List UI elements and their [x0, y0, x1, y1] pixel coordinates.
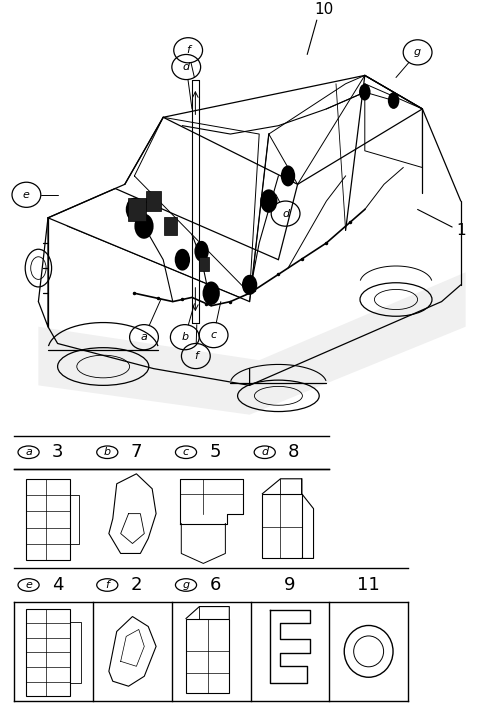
Polygon shape: [38, 272, 466, 415]
Ellipse shape: [194, 241, 209, 262]
Text: f: f: [194, 351, 198, 361]
Text: e: e: [23, 190, 30, 200]
Text: e: e: [25, 580, 32, 590]
Text: 10: 10: [314, 1, 334, 17]
Bar: [70, 495, 79, 544]
Text: 7: 7: [131, 444, 142, 461]
Text: c: c: [211, 330, 216, 340]
Text: 9: 9: [284, 576, 296, 594]
Text: g: g: [182, 580, 190, 590]
Text: 11: 11: [357, 576, 380, 594]
Bar: [26, 479, 70, 560]
Text: 2: 2: [131, 576, 142, 594]
Ellipse shape: [134, 213, 154, 239]
Text: 6: 6: [209, 576, 221, 594]
Text: 8: 8: [288, 444, 300, 461]
Ellipse shape: [260, 189, 277, 213]
Bar: [164, 218, 177, 235]
Text: g: g: [414, 47, 421, 57]
Text: f: f: [105, 580, 109, 590]
Ellipse shape: [242, 275, 257, 295]
Bar: [128, 198, 146, 221]
Ellipse shape: [281, 165, 295, 187]
Ellipse shape: [203, 282, 220, 305]
Text: a: a: [141, 332, 147, 342]
Bar: [263, 494, 302, 558]
Ellipse shape: [175, 249, 190, 270]
Text: 5: 5: [209, 444, 221, 461]
Text: d: d: [261, 447, 268, 457]
Text: c: c: [183, 447, 189, 457]
Ellipse shape: [359, 84, 371, 101]
Bar: [186, 619, 229, 693]
Text: d: d: [282, 208, 289, 219]
Bar: [26, 608, 70, 696]
Text: b: b: [104, 447, 111, 457]
Text: 3: 3: [52, 444, 63, 461]
Bar: [70, 622, 81, 683]
Text: b: b: [181, 332, 188, 342]
Bar: [146, 191, 161, 211]
Ellipse shape: [388, 92, 399, 109]
Text: f: f: [186, 45, 190, 56]
Ellipse shape: [126, 198, 143, 221]
Text: d: d: [183, 62, 190, 72]
Bar: [199, 257, 209, 270]
Text: a: a: [25, 447, 32, 457]
Text: 1: 1: [456, 223, 466, 238]
Text: 4: 4: [52, 576, 63, 594]
